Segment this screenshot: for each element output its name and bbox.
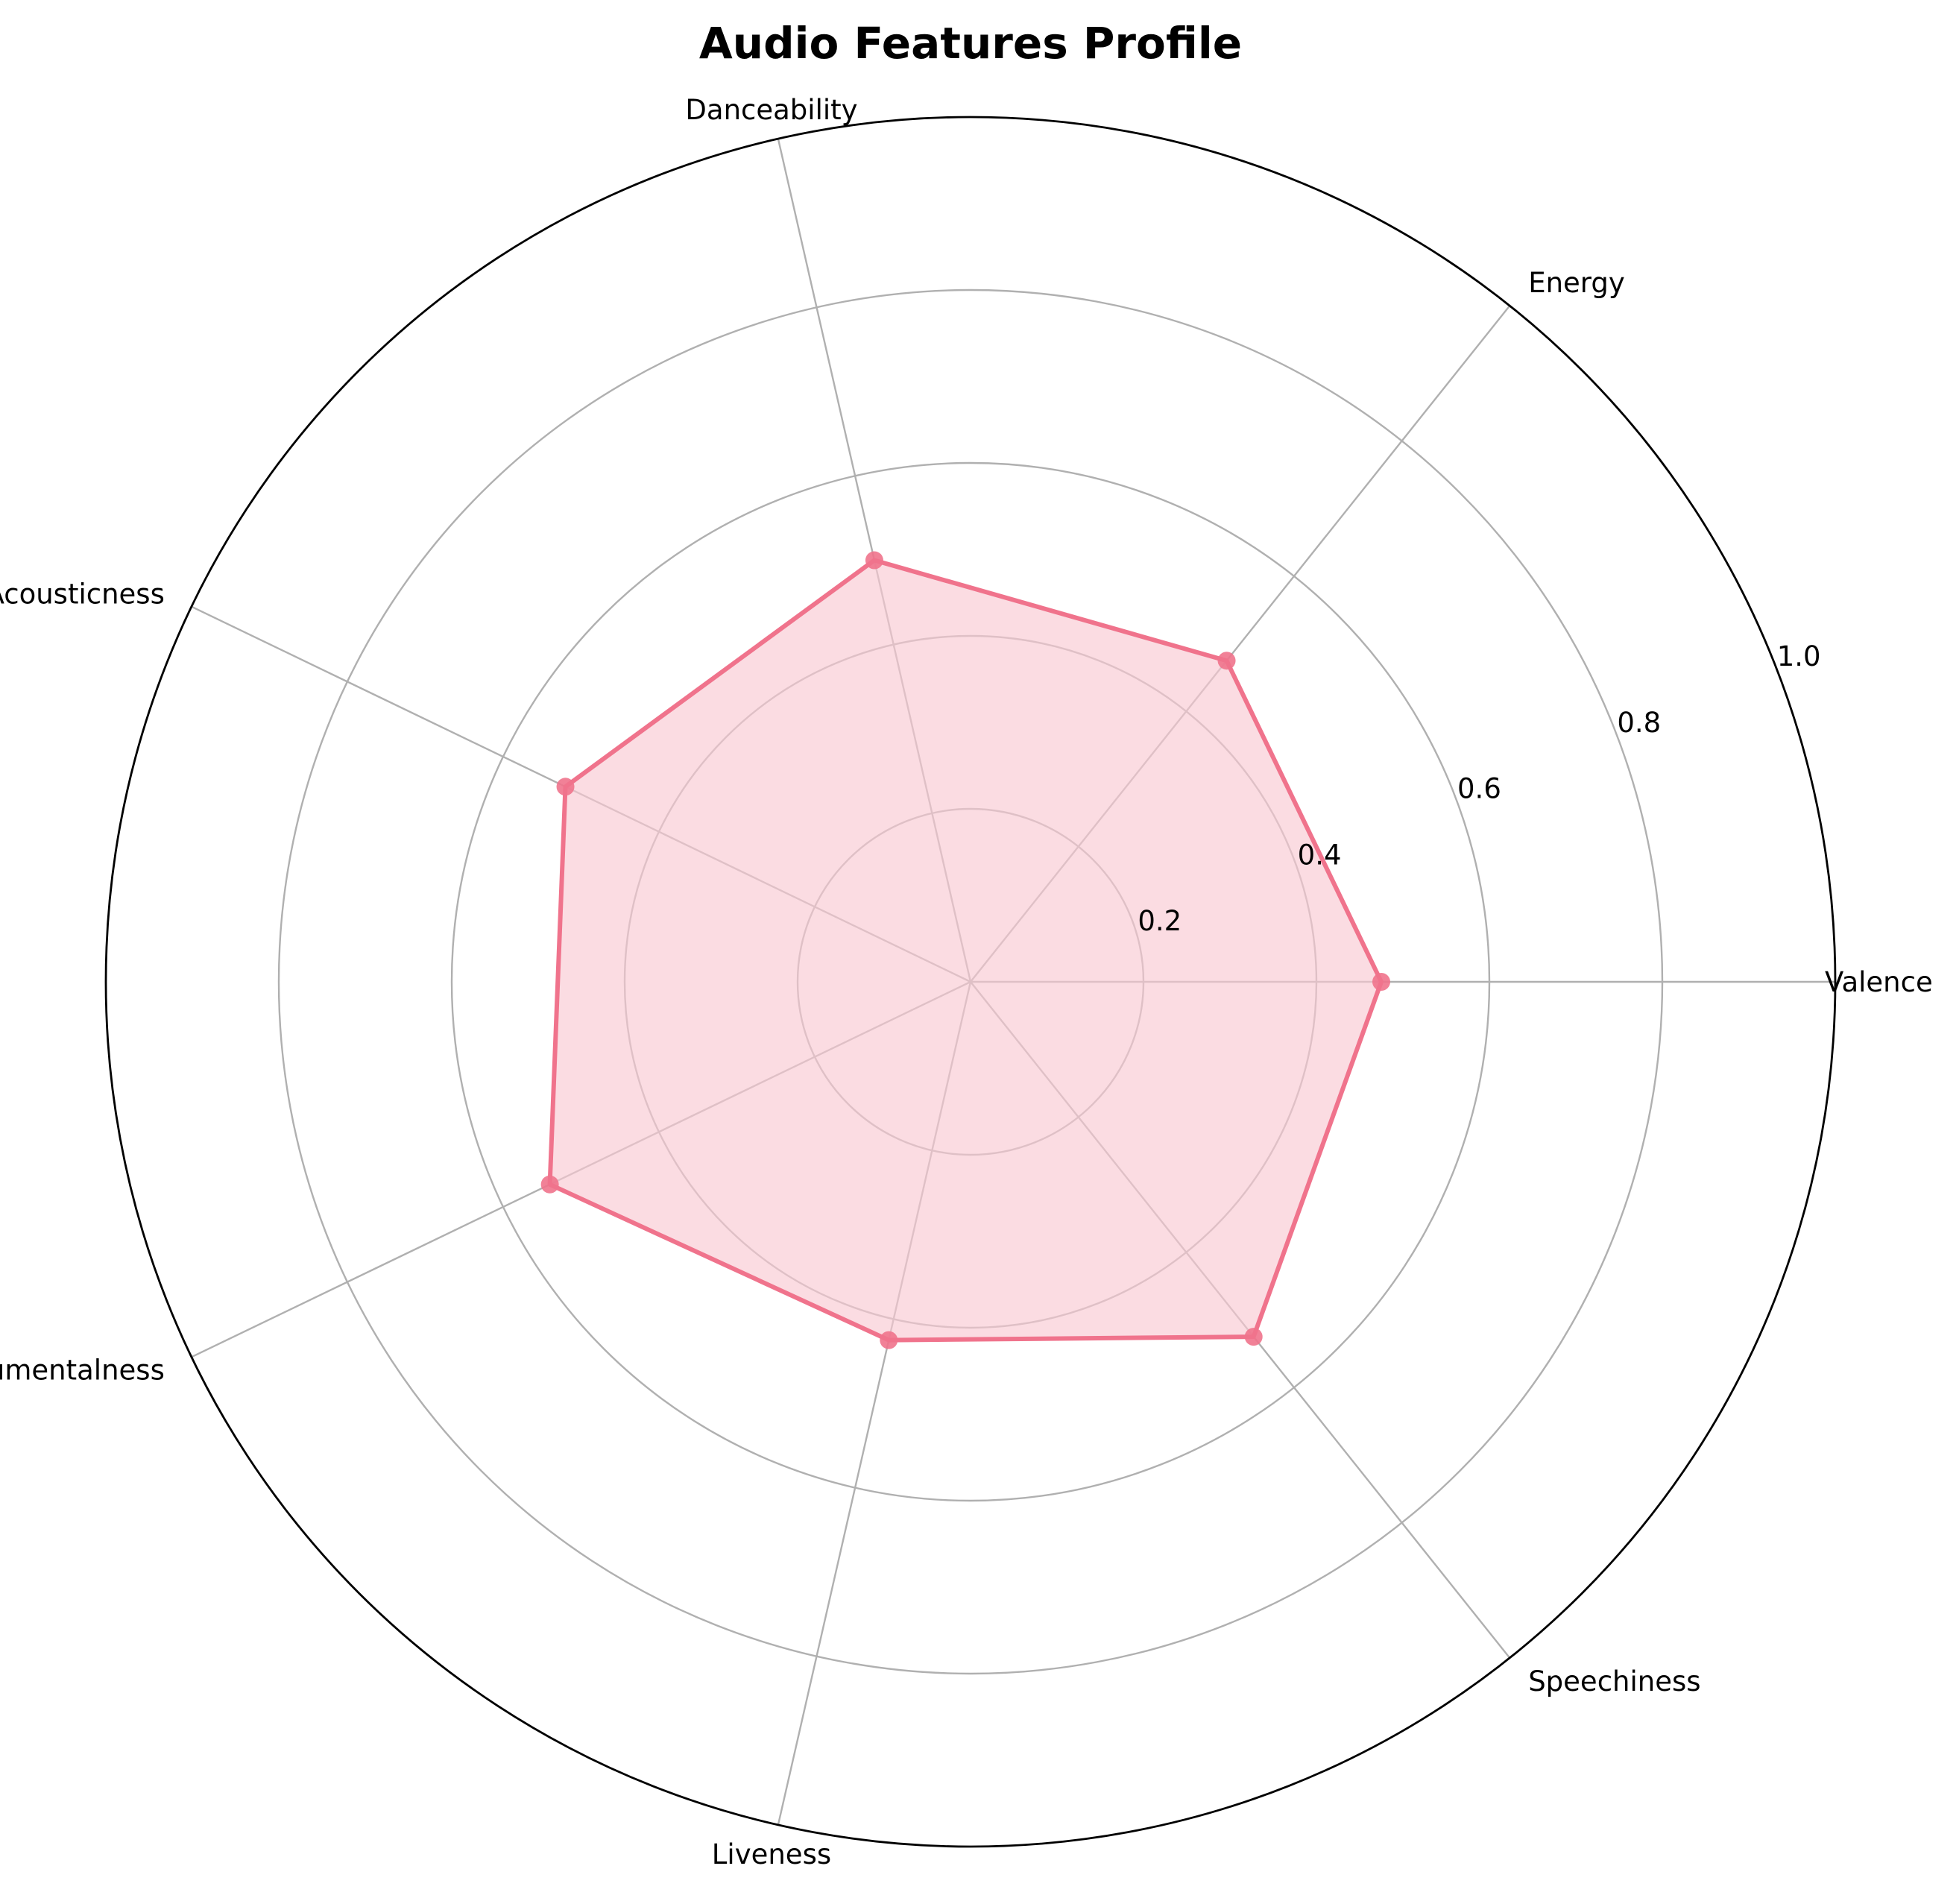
category-label-energy: Energy [1528,267,1625,299]
data-point-acousticness [556,778,575,796]
category-label-liveness: Liveness [712,1838,831,1870]
series-layer [540,551,1390,1349]
radial-tick-label: 0.2 [1138,905,1182,937]
series-line [547,558,1384,1343]
category-label-speechiness: Speechiness [1528,1665,1700,1697]
category-label-danceability: Danceability [685,94,857,126]
category-label-acousticness: Acousticness [0,578,165,610]
radial-tick-label: 0.4 [1298,839,1342,871]
outer-frame [104,116,1837,1848]
category-label-valence: Valence [1825,966,1933,998]
category-labels: Valence Energy Danceability Acousticness Ins… [0,94,1933,1870]
data-point-valence [1372,973,1390,991]
radial-tick-labels: 0.2 0.4 0.6 0.8 1.0 [1138,640,1820,937]
radial-tick-label: 0.8 [1617,707,1661,739]
data-point-liveness [880,1331,898,1349]
chart-title: Audio Features Profile [699,18,1242,69]
radial-tick-label: 1.0 [1777,640,1821,672]
radial-tick-label: 0.6 [1457,773,1501,805]
data-point-danceability [865,551,883,570]
data-point-instrumentalness [540,1175,559,1194]
data-point-speechiness [1244,1328,1263,1346]
category-label-instrumentalness: Instrumentalness [0,1355,165,1387]
data-point-energy [1217,652,1236,670]
series-area [549,560,1381,1340]
